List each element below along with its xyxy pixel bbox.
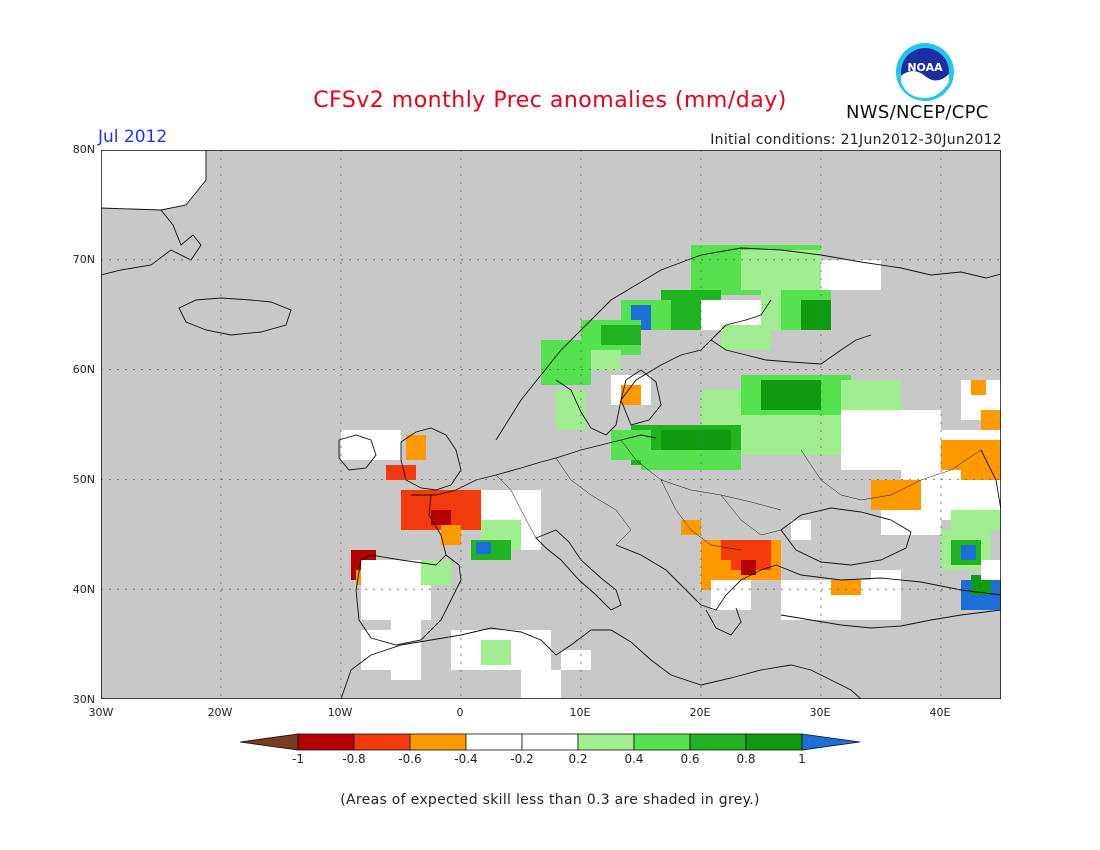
precip-anomaly-map [101, 150, 1001, 699]
anomaly-cell [871, 480, 921, 510]
lon-label: 20W [207, 706, 233, 719]
anomaly-cell [881, 510, 941, 535]
lat-label: 30N [72, 693, 95, 706]
colorbar-label: 0.2 [568, 752, 588, 766]
colorbar-segment [577, 733, 635, 751]
colorbar-segment [297, 733, 355, 751]
colorbar-segment [633, 733, 691, 751]
anomaly-cell [386, 465, 416, 480]
agency-label: NWS/NCEP/CPC [846, 102, 989, 123]
map-title: CFSv2 monthly Prec anomalies (mm/day) [313, 88, 787, 113]
colorbar-label: -0.2 [510, 752, 534, 766]
colorbar-segment [689, 733, 747, 751]
colorbar-segment [465, 733, 523, 751]
lon-label: 40E [929, 706, 951, 719]
anomaly-cell [741, 560, 756, 575]
anomaly-cell [481, 640, 511, 665]
anomaly-cell [831, 580, 861, 595]
lon-label: 20E [689, 706, 711, 719]
anomaly-cell [521, 670, 561, 699]
anomaly-cell [421, 560, 451, 585]
anomaly-cell [541, 340, 591, 385]
anomaly-cell [561, 650, 591, 670]
lat-label: 60N [72, 363, 95, 376]
graticule [101, 150, 1001, 699]
anomaly-cell [971, 380, 986, 395]
colorbar-segment [745, 733, 803, 751]
anomaly-cell [791, 520, 811, 540]
anomaly-cell [961, 545, 976, 560]
anomaly-cell [621, 385, 641, 405]
anomaly-cell [341, 430, 401, 460]
lat-label: 80N [72, 143, 95, 156]
anomaly-cell [871, 570, 901, 590]
colorbar-segment [521, 733, 579, 751]
colorbar-segment [353, 733, 411, 751]
colorbar-label: 0.8 [736, 752, 756, 766]
lon-label: 0 [456, 706, 464, 719]
anomaly-cell [591, 350, 621, 370]
forecast-month: Jul 2012 [98, 127, 168, 147]
colorbar-label: 1 [798, 752, 806, 766]
colorbar-label: -0.8 [342, 752, 366, 766]
anomaly-cell [406, 435, 426, 460]
colorbar-label: 0.6 [680, 752, 700, 766]
colorbar-segment [409, 733, 467, 751]
anomaly-cell [391, 620, 421, 680]
anomaly-cell [981, 410, 1001, 430]
anomaly-cell [476, 542, 491, 554]
initial-conditions: Initial conditions: 21Jun2012-30Jun2012 [710, 132, 1002, 148]
anomaly-cell [441, 525, 461, 545]
anomaly-cell [601, 325, 641, 345]
anomaly-cell [721, 325, 771, 350]
colorbar [240, 733, 860, 751]
anomaly-cell [711, 580, 751, 610]
logo-text: NOAA [907, 61, 943, 74]
anomaly-cell [361, 560, 431, 620]
anomaly-cell [556, 390, 586, 430]
anomaly-cell [431, 510, 451, 525]
lon-label: 10W [327, 706, 353, 719]
colorbar-label: -0.6 [398, 752, 422, 766]
skill-footnote: (Areas of expected skill less than 0.3 a… [340, 792, 760, 808]
colorbar-label: -1 [292, 752, 304, 766]
anomaly-cell [841, 380, 901, 410]
colorbar-left-arrow [240, 733, 299, 751]
colorbar-right-arrow [801, 733, 860, 751]
anomaly-cell [821, 260, 881, 290]
anomaly-cell [761, 380, 821, 410]
anomaly-cell [951, 510, 1001, 530]
anomaly-cell [981, 560, 1001, 580]
lon-label: 10E [569, 706, 591, 719]
coastlines [101, 150, 1001, 699]
lon-label: 30W [88, 706, 114, 719]
colorbar-label: -0.4 [454, 752, 478, 766]
lon-label: 30E [809, 706, 831, 719]
white-region-greenland [101, 150, 206, 210]
colorbar-label: 0.4 [624, 752, 644, 766]
anomaly-cell [681, 520, 701, 535]
anomaly-cell [641, 450, 741, 470]
lat-label: 70N [72, 253, 95, 266]
lat-label: 50N [72, 473, 95, 486]
lat-label: 40N [72, 583, 95, 596]
noaa-logo-icon: NOAA [896, 43, 954, 101]
anomaly-cell [801, 300, 831, 330]
